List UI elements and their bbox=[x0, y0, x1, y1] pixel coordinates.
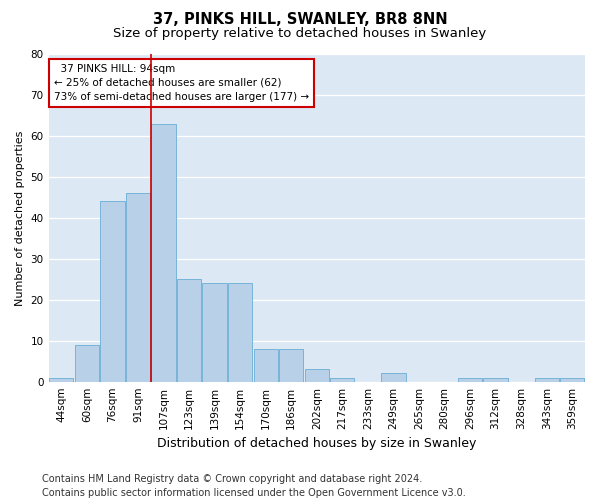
Bar bbox=[330, 378, 355, 382]
Bar bbox=[75, 345, 99, 382]
Text: Size of property relative to detached houses in Swanley: Size of property relative to detached ho… bbox=[113, 28, 487, 40]
Bar bbox=[560, 378, 584, 382]
Bar bbox=[279, 349, 304, 382]
Bar bbox=[305, 370, 329, 382]
Bar bbox=[458, 378, 482, 382]
Bar bbox=[228, 284, 252, 382]
Bar bbox=[126, 194, 150, 382]
Text: Contains HM Land Registry data © Crown copyright and database right 2024.
Contai: Contains HM Land Registry data © Crown c… bbox=[42, 474, 466, 498]
X-axis label: Distribution of detached houses by size in Swanley: Distribution of detached houses by size … bbox=[157, 437, 476, 450]
Bar bbox=[49, 378, 73, 382]
Bar bbox=[381, 374, 406, 382]
Bar bbox=[535, 378, 559, 382]
Bar bbox=[202, 284, 227, 382]
Y-axis label: Number of detached properties: Number of detached properties bbox=[15, 130, 25, 306]
Bar bbox=[254, 349, 278, 382]
Bar bbox=[177, 280, 201, 382]
Text: 37 PINKS HILL: 94sqm
← 25% of detached houses are smaller (62)
73% of semi-detac: 37 PINKS HILL: 94sqm ← 25% of detached h… bbox=[54, 64, 309, 102]
Text: 37, PINKS HILL, SWANLEY, BR8 8NN: 37, PINKS HILL, SWANLEY, BR8 8NN bbox=[152, 12, 448, 28]
Bar bbox=[484, 378, 508, 382]
Bar bbox=[151, 124, 176, 382]
Bar bbox=[100, 202, 125, 382]
